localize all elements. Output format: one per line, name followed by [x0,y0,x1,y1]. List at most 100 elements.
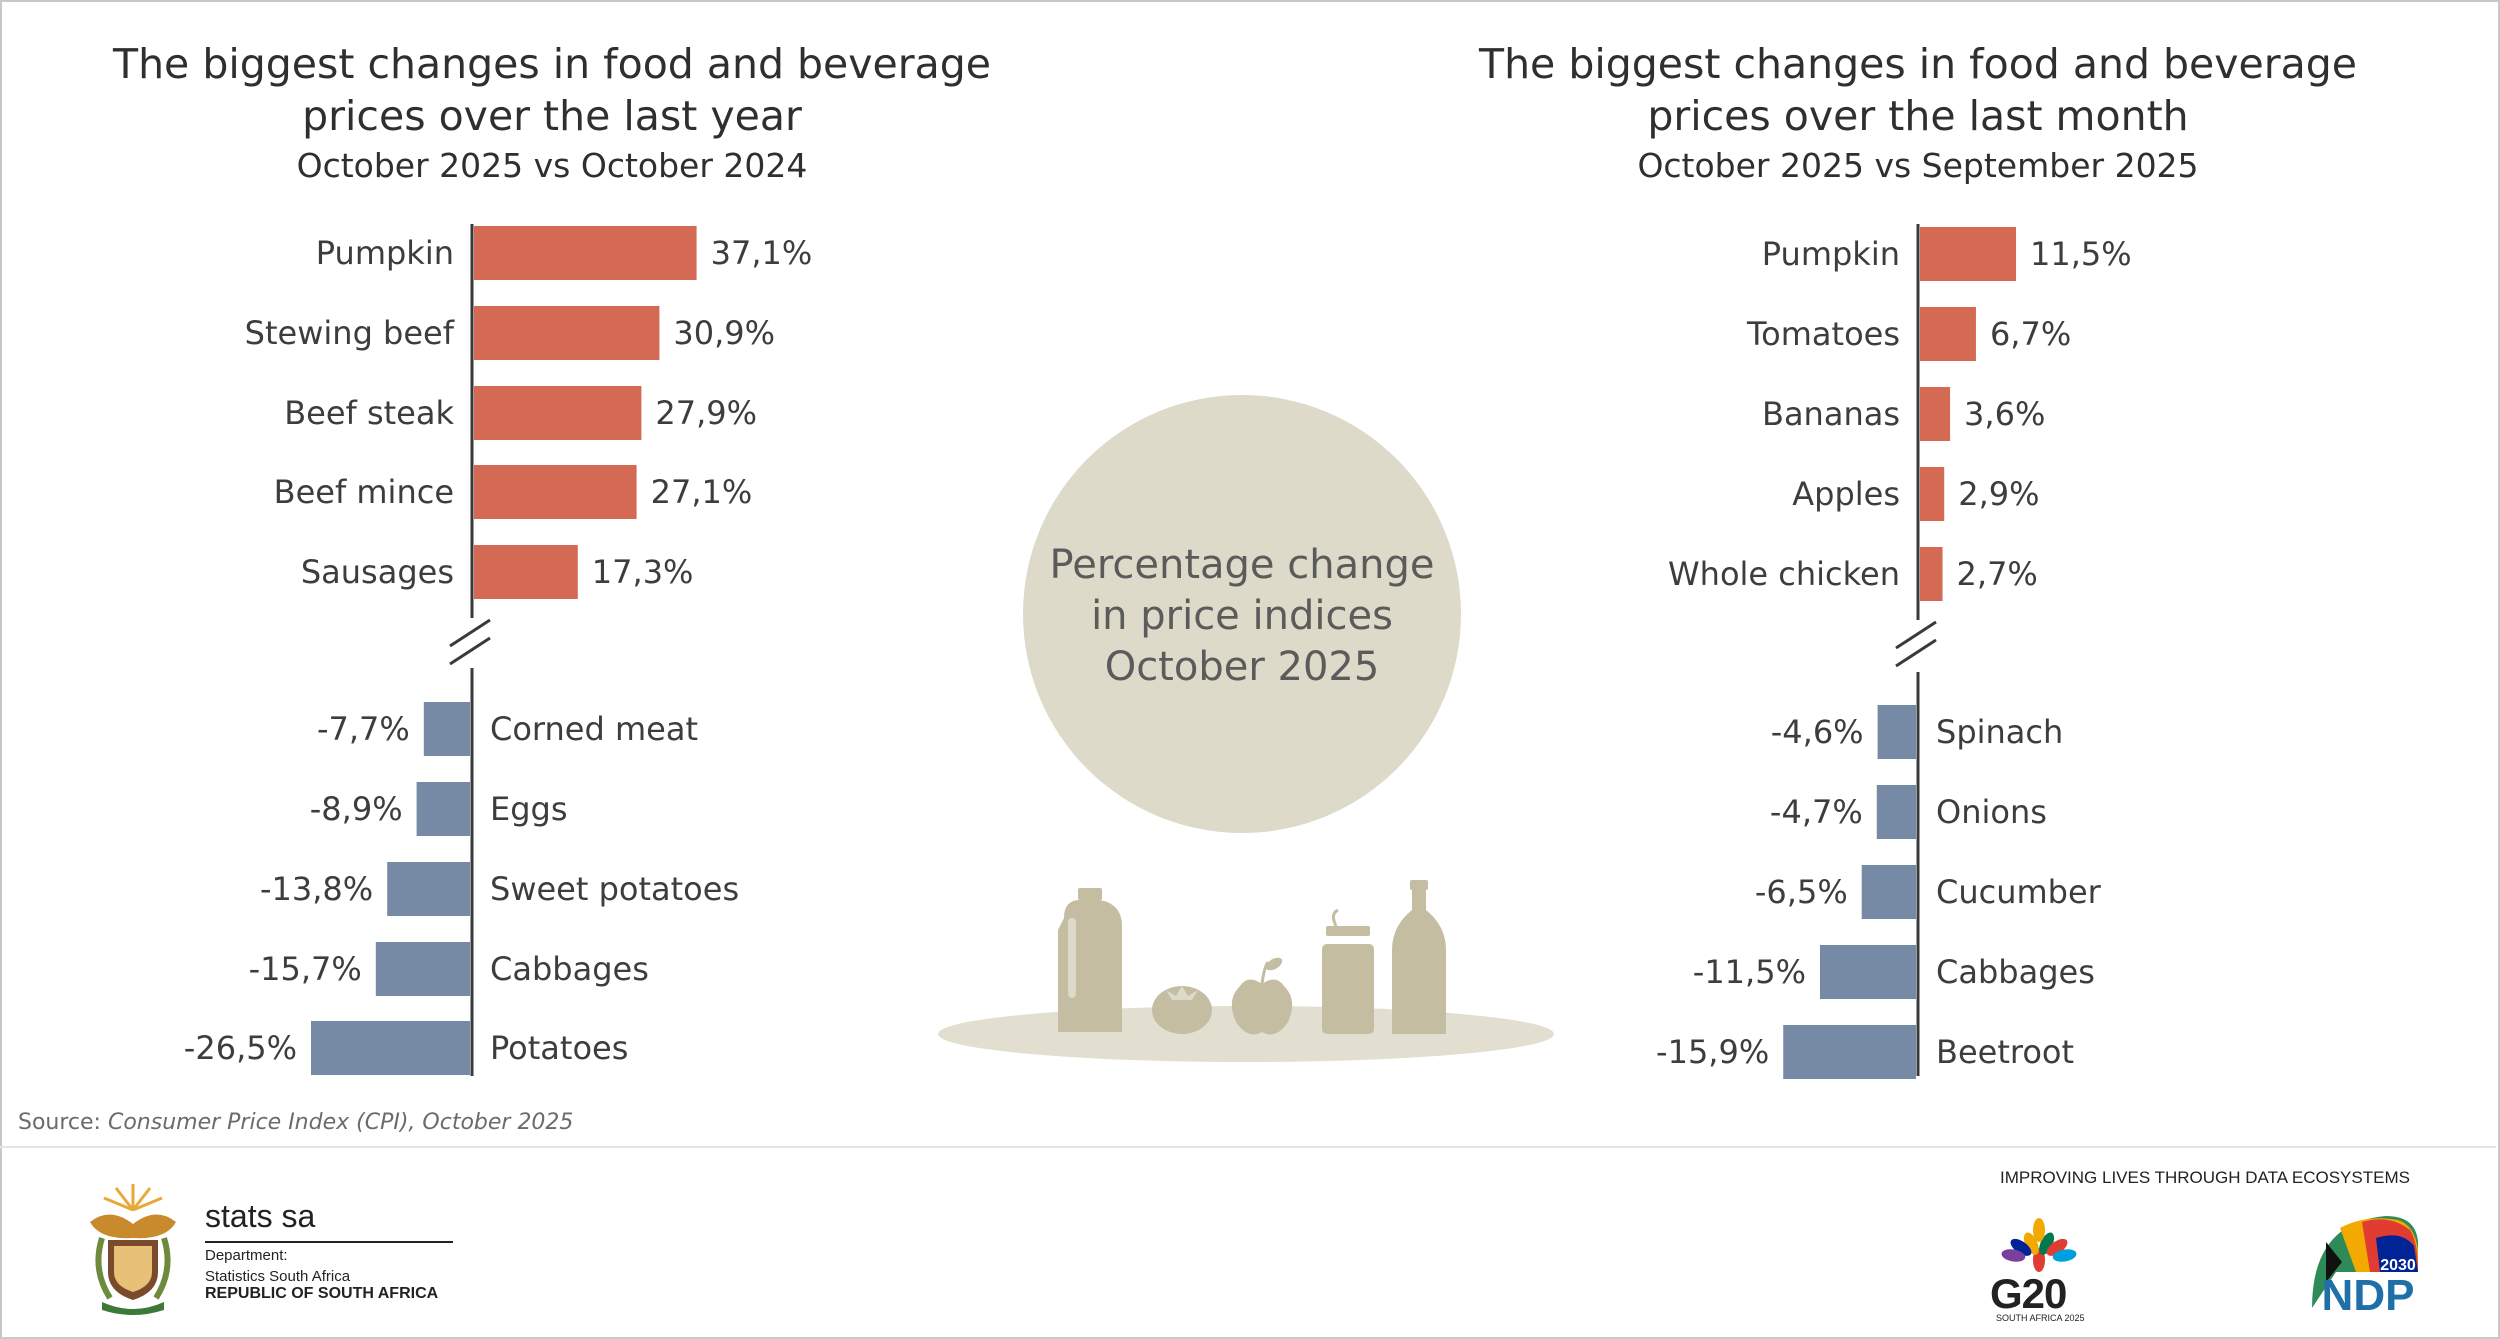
source-text: Consumer Price Index (CPI), October 2025 [107,1110,574,1135]
right-value-label: 3,6% [1964,395,2045,433]
right-bar-decrease [1819,945,1916,999]
tomato-icon [1152,986,1212,1034]
left-bar-increase [474,306,660,360]
left-category-label: Cabbages [490,950,649,988]
right-chart-subtitle: October 2025 vs September 2025 [1637,146,2198,185]
left-value-label: -7,7% [317,710,410,748]
right-category-label: Bananas [1762,395,1900,433]
right-category-label: Beetroot [1936,1033,2074,1071]
org-subtitle: Statistics South Africa [205,1268,351,1285]
left-value-label: -15,7% [249,950,362,988]
right-tusk [153,1237,171,1300]
left-axis-break-mark [449,618,491,648]
left-value-label: 30,9% [673,314,775,352]
eagle-wings [90,1214,176,1239]
right-axis-break-mark [1895,638,1937,668]
left-category-label: Corned meat [490,710,698,748]
ndp-blue-swoosh [2376,1235,2418,1272]
right-value-label: -6,5% [1755,873,1848,911]
right-value-label: -11,5% [1693,953,1806,991]
shield-inner [114,1246,152,1292]
right-value-label: -4,6% [1771,713,1864,751]
left-bar-chart: Pumpkin 37,1% Stewing beef 30,9% Beef steak 2… [184,224,812,1076]
left-bar-increase [474,386,642,440]
food-illustration [938,880,1554,1062]
org-name: stats sa [205,1198,453,1243]
right-bar-chart: Pumpkin 11,5% Tomatoes 6,7% Bananas 3,6% Apple… [1656,224,2132,1079]
motto-ribbon [102,1302,164,1315]
left-category-label: Beef mince [274,473,454,511]
jar-icon [1322,908,1374,1034]
right-bar-decrease [1876,785,1916,839]
g20-logo-text: G20 [1990,1270,2067,1317]
right-bar-increase [1920,307,1976,361]
sun-rays [103,1184,163,1212]
right-category-label: Onions [1936,793,2047,831]
right-category-label: Tomatoes [1746,315,1900,353]
right-bar-increase [1920,387,1951,441]
left-value-label: 17,3% [592,553,694,591]
left-value-label: 27,9% [655,394,757,432]
left-bar-increase [474,226,697,280]
left-bar-decrease [423,702,470,756]
right-bar-decrease [1861,865,1916,919]
footer-divider [0,1146,2496,1148]
g20-logo-mark [2001,1218,2077,1272]
g20-petals [2001,1218,2077,1272]
left-value-label: 27,1% [651,473,753,511]
left-bar-decrease [387,862,470,916]
right-bar-increase [1920,227,2017,281]
right-value-label: 6,7% [1990,315,2071,353]
apple-icon [1231,957,1293,1035]
org-block: stats sa Department: Statistics South Af… [205,1198,453,1303]
center-text-line1: Percentage change [1050,542,1435,588]
right-axis-break-mark [1895,620,1937,650]
left-category-label: Potatoes [490,1029,628,1067]
left-bar-decrease [375,942,470,996]
center-text-line2: in price indices [1091,593,1393,639]
right-bar-decrease [1783,1025,1916,1079]
left-category-label: Eggs [490,790,568,828]
left-chart-title-line2: prices over the last year [302,92,802,140]
right-value-label: 2,7% [1957,555,2038,593]
left-value-label: -26,5% [184,1029,297,1067]
coat-of-arms-logo [90,1184,176,1315]
right-bar-increase [1920,547,1943,601]
right-chart-title-line1: The biggest changes in food and beverage [1478,40,2357,88]
left-category-label: Pumpkin [316,234,454,272]
left-category-label: Sausages [301,553,454,591]
left-bar-increase [474,465,637,519]
org-country: REPUBLIC OF SOUTH AFRICA [205,1285,439,1302]
left-category-label: Sweet potatoes [490,870,739,908]
left-axis-break-mark [449,636,491,666]
left-value-label: -8,9% [310,790,403,828]
ndp-black-triangle [2326,1242,2342,1282]
left-chart-subtitle: October 2025 vs October 2024 [297,146,808,185]
ndp-year: 2030 [2380,1257,2416,1274]
ndp-logo: 2030 NDP [2312,1216,2418,1316]
right-bar-decrease [1877,705,1916,759]
center-circle [1023,395,1461,833]
left-value-label: -13,8% [260,870,373,908]
milk-jug-icon [1058,888,1122,1032]
right-category-label: Cucumber [1936,873,2102,911]
right-value-label: -15,9% [1656,1033,1769,1071]
left-category-label: Stewing beef [245,314,455,352]
right-chart-title-line2: prices over the last month [1647,92,2188,140]
right-category-label: Whole chicken [1668,555,1900,593]
right-category-label: Pumpkin [1762,235,1900,273]
source-label: Source: [18,1110,108,1135]
left-bar-decrease [416,782,470,836]
right-bar-increase [1920,467,1945,521]
right-category-label: Apples [1792,475,1900,513]
source-note: Source: Consumer Price Index (CPI), Octo… [18,1110,573,1135]
center-text-line3: October 2025 [1105,644,1380,690]
right-value-label: -4,7% [1770,793,1863,831]
left-bar-decrease [311,1021,470,1075]
right-value-label: 11,5% [2030,235,2132,273]
right-category-label: Cabbages [1936,953,2095,991]
left-bar-increase [474,545,578,599]
left-value-label: 37,1% [711,234,813,272]
